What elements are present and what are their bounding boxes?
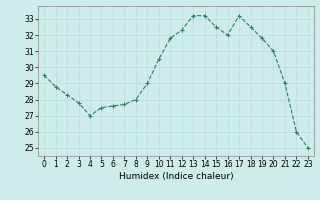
X-axis label: Humidex (Indice chaleur): Humidex (Indice chaleur): [119, 172, 233, 181]
